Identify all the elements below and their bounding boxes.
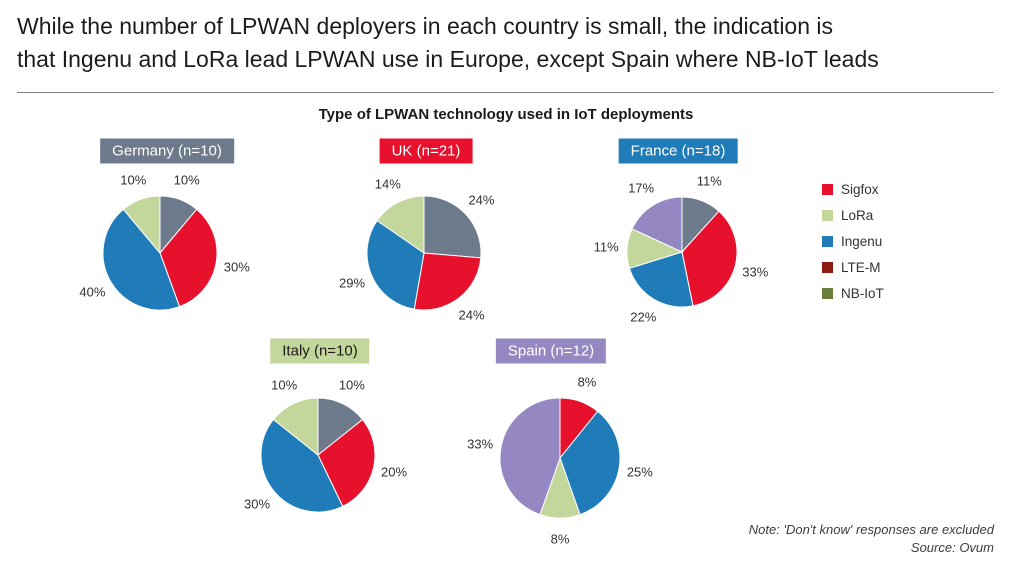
pie-percentage-label: 22% [630, 309, 657, 325]
pie-slice-germany-1 [159, 208, 218, 308]
pie-percentage-label: 10% [338, 377, 365, 393]
pie-slice-france-4 [631, 196, 683, 253]
pie-slice-uk-2 [366, 219, 425, 310]
pie-percentage-label: 10% [173, 172, 200, 188]
pie-slice-germany-2 [102, 208, 181, 311]
pie-percentage-label: 33% [742, 264, 769, 280]
pie-title-uk: UK (n=21) [379, 138, 473, 164]
pie-slice-spain-1 [559, 410, 621, 516]
legend-item-sigfox: Sigfox [822, 176, 884, 202]
legend-swatch [822, 261, 833, 273]
legend-label: LoRa [841, 207, 874, 223]
legend-swatch [822, 209, 833, 221]
pie-slice-italy-3 [272, 397, 319, 457]
pie-percentage-label: 24% [458, 307, 485, 323]
pie-percentage-label: 29% [339, 275, 366, 291]
pie-percentage-label: 10% [120, 172, 147, 188]
footer-notes: Note: 'Don't know' responses are exclude… [749, 521, 994, 557]
legend: Sigfox LoRa Ingenu LTE-M NB-IoT [822, 176, 884, 306]
title-line-1: While the number of LPWAN deployers in e… [17, 13, 834, 39]
pie-slice-spain-3 [499, 397, 561, 516]
note-text: Note: 'Don't know' responses are exclude… [748, 522, 994, 537]
pie-title-germany: Germany (n=10) [100, 138, 234, 164]
pie-percentage-label: 24% [468, 192, 495, 208]
source-text: Source: Ovum [910, 540, 994, 555]
pie-slice-italy-1 [317, 418, 376, 508]
pie-slice-italy-0 [317, 397, 364, 457]
pie-percentage-label: 8% [577, 374, 597, 390]
pie-percentage-label: 17% [628, 180, 655, 196]
legend-item-nb-iot: NB-IoT [822, 280, 884, 306]
legend-item-lora: LoRa [822, 202, 884, 228]
legend-swatch [822, 235, 833, 247]
pie-percentage-label: 40% [79, 284, 106, 300]
pie-percentage-label: 14% [374, 176, 401, 192]
pie-slice-france-1 [681, 210, 738, 307]
title-line-2: that Ingenu and LoRa lead LPWAN use in E… [17, 46, 879, 72]
legend-item-lte-m: LTE-M [822, 254, 884, 280]
pie-percentage-label: 25% [626, 464, 653, 480]
pie-percentage-label: 20% [381, 464, 408, 480]
pie-slice-france-2 [628, 251, 694, 308]
pie-title-italy: Italy (n=10) [270, 338, 370, 364]
legend-label: Ingenu [841, 233, 883, 249]
pie-slice-germany-3 [122, 195, 161, 255]
pie-percentage-label: 30% [223, 259, 250, 275]
pie-percentage-label: 30% [244, 496, 271, 512]
legend-label: Sigfox [841, 181, 879, 197]
page-title: While the number of LPWAN deployers in e… [17, 10, 997, 76]
legend-swatch [822, 183, 833, 195]
pie-percentage-label: 8% [550, 531, 570, 547]
pie-percentage-label: 33% [467, 436, 494, 452]
pie-slice-uk-3 [376, 195, 425, 254]
chart-title: Type of LPWAN technology used in IoT dep… [318, 106, 694, 123]
pie-title-spain: Spain (n=12) [495, 338, 607, 364]
pie-percentage-label: 11% [696, 173, 722, 189]
pie-percentage-label: 11% [593, 239, 619, 255]
pie-slice-italy-2 [260, 418, 344, 513]
legend-label: LTE-M [841, 259, 881, 275]
pie-slice-uk-0 [423, 195, 482, 259]
legend-item-ingenu: Ingenu [822, 228, 884, 254]
pie-title-france: France (n=18) [618, 138, 738, 164]
pie-slice-uk-1 [413, 252, 482, 311]
divider [17, 92, 994, 93]
legend-label: NB-IoT [841, 285, 884, 301]
legend-swatch [822, 287, 833, 299]
pie-percentage-label: 10% [271, 377, 298, 393]
